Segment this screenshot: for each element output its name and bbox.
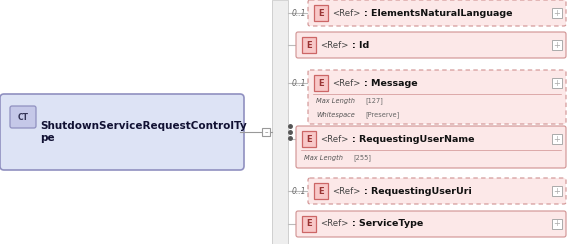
Text: [Preserve]: [Preserve] bbox=[365, 112, 399, 118]
Text: E: E bbox=[306, 41, 312, 50]
Text: +: + bbox=[553, 41, 560, 50]
Text: +: + bbox=[553, 79, 560, 88]
Bar bbox=[552, 134, 562, 144]
Bar bbox=[552, 78, 562, 88]
Text: 0..1: 0..1 bbox=[291, 79, 306, 88]
Text: : RequestingUserUri: : RequestingUserUri bbox=[364, 186, 472, 195]
Text: : Id: : Id bbox=[352, 41, 369, 50]
Text: E: E bbox=[318, 9, 324, 18]
Text: <Ref>: <Ref> bbox=[320, 220, 348, 228]
Text: E: E bbox=[318, 186, 324, 195]
Bar bbox=[314, 75, 328, 91]
Text: : ElementsNaturalLanguage: : ElementsNaturalLanguage bbox=[364, 9, 512, 18]
Text: –: – bbox=[264, 129, 268, 135]
Text: : ServiceType: : ServiceType bbox=[352, 220, 424, 228]
Text: +: + bbox=[553, 134, 560, 143]
Bar bbox=[552, 40, 562, 50]
Text: E: E bbox=[318, 79, 324, 88]
Text: E: E bbox=[306, 134, 312, 143]
Text: Max Length: Max Length bbox=[304, 155, 343, 161]
Text: : Message: : Message bbox=[364, 79, 418, 88]
Text: Max Length: Max Length bbox=[316, 98, 355, 104]
Text: 0..1: 0..1 bbox=[291, 186, 306, 195]
Bar bbox=[552, 8, 562, 18]
Text: <Ref>: <Ref> bbox=[332, 79, 360, 88]
Text: <Ref>: <Ref> bbox=[320, 134, 348, 143]
Text: ShutdownServiceRequestControlTy
pe: ShutdownServiceRequestControlTy pe bbox=[40, 121, 247, 143]
Text: +: + bbox=[553, 186, 560, 195]
FancyBboxPatch shape bbox=[296, 32, 566, 58]
FancyBboxPatch shape bbox=[308, 70, 566, 124]
FancyBboxPatch shape bbox=[308, 0, 566, 26]
FancyBboxPatch shape bbox=[308, 178, 566, 204]
FancyBboxPatch shape bbox=[10, 106, 36, 128]
Bar bbox=[552, 219, 562, 229]
Text: +: + bbox=[553, 9, 560, 18]
FancyBboxPatch shape bbox=[0, 94, 244, 170]
Bar bbox=[262, 128, 270, 136]
FancyBboxPatch shape bbox=[296, 126, 566, 168]
Bar bbox=[314, 5, 328, 21]
Text: <Ref>: <Ref> bbox=[320, 41, 348, 50]
Text: <Ref>: <Ref> bbox=[332, 9, 360, 18]
Text: Whitespace: Whitespace bbox=[316, 112, 355, 118]
Bar bbox=[552, 186, 562, 196]
Text: <Ref>: <Ref> bbox=[332, 186, 360, 195]
Text: +: + bbox=[553, 220, 560, 228]
Bar bbox=[302, 37, 316, 53]
Text: : RequestingUserName: : RequestingUserName bbox=[352, 134, 474, 143]
FancyBboxPatch shape bbox=[296, 211, 566, 237]
Bar bbox=[302, 216, 316, 232]
Text: [255]: [255] bbox=[353, 155, 371, 161]
Bar bbox=[272, 0, 288, 244]
Text: CT: CT bbox=[18, 112, 28, 122]
Bar bbox=[314, 183, 328, 199]
Text: E: E bbox=[306, 220, 312, 228]
Text: [127]: [127] bbox=[365, 98, 383, 104]
Text: 0..1: 0..1 bbox=[291, 9, 306, 18]
Bar bbox=[302, 131, 316, 147]
